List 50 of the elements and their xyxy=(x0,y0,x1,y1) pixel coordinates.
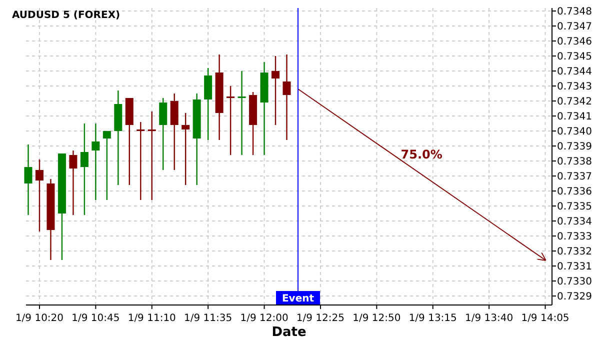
ref-line-label: Event xyxy=(282,294,314,304)
x-tick-label: 1/9 11:35 xyxy=(184,313,232,324)
candlestick xyxy=(102,130,111,201)
y-tick-label: 0.7340 xyxy=(557,126,592,138)
y-tick-label: 0.7348 xyxy=(557,6,592,18)
y-tick-label: 0.7344 xyxy=(557,66,592,78)
x-tick-label: 1/9 10:20 xyxy=(15,313,64,324)
candlestick xyxy=(92,122,100,201)
candlestick xyxy=(148,110,156,201)
candlestick xyxy=(35,158,44,232)
x-tick-label: 1/9 13:15 xyxy=(408,313,457,324)
candlestick xyxy=(69,150,78,216)
y-tick-label: 0.7336 xyxy=(557,186,592,198)
x-tick-label: 1/9 11:10 xyxy=(128,313,176,324)
candlestick xyxy=(136,121,145,201)
candlestick xyxy=(282,54,291,141)
y-tick-label: 0.7338 xyxy=(557,156,592,168)
x-tick-label: 1/9 12:50 xyxy=(352,313,401,324)
candlestick xyxy=(272,55,280,126)
y-tick-label: 0.7334 xyxy=(557,216,592,228)
y-tick-label: 0.7337 xyxy=(557,172,592,182)
candlestick xyxy=(170,92,178,171)
x-tick-label: 1/9 12:00 xyxy=(240,313,288,324)
x-tick-label: 1/9 14:05 xyxy=(521,313,570,324)
x-tick-label: 1/9 13:40 xyxy=(465,313,514,324)
candlestick xyxy=(226,85,235,156)
y-tick-label: 0.7332 xyxy=(557,246,592,258)
y-tick-label: 0.7343 xyxy=(557,82,592,92)
y-tick-label: 0.7346 xyxy=(557,36,592,48)
candlestick xyxy=(159,97,168,171)
y-tick-label: 0.7347 xyxy=(557,22,592,32)
y-tick-label: 0.7341 xyxy=(557,112,592,122)
candlestick xyxy=(80,122,88,216)
x-axis-title: Date xyxy=(272,325,306,340)
y-tick-label: 0.7329 xyxy=(557,292,592,302)
candlestick xyxy=(238,70,246,156)
y-tick-label: 0.7331 xyxy=(557,262,592,272)
candlestick xyxy=(204,67,212,141)
y-tick-label: 0.7339 xyxy=(557,142,592,152)
chart-title: AUDUSD 5 (FOREX) xyxy=(12,10,120,21)
y-tick-label: 0.7333 xyxy=(557,232,592,242)
candlestick xyxy=(24,144,32,216)
annotation: 75.0% xyxy=(400,148,442,162)
x-tick-label: 1/9 12:25 xyxy=(296,313,345,324)
x-tick-label: 1/9 10:45 xyxy=(72,313,120,324)
candlestick xyxy=(182,112,190,186)
y-tick-label: 0.7345 xyxy=(557,52,592,62)
y-tick-label: 0.7330 xyxy=(557,276,592,288)
y-tick-label: 0.7342 xyxy=(557,96,592,108)
y-tick-label: 0.7335 xyxy=(557,202,592,212)
